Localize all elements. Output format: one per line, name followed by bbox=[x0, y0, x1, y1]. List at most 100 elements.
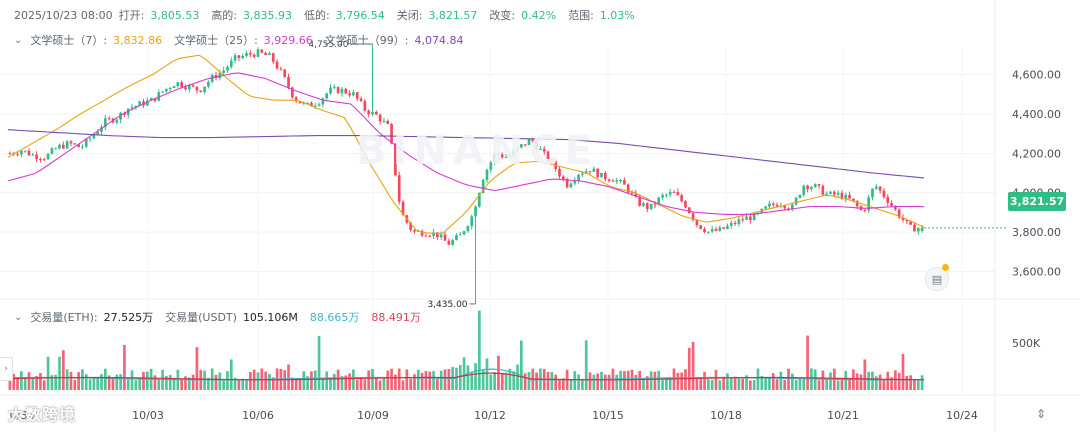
ma-legend[interactable]: ⌄ 文学硕士（7）: 3,832.86 文学硕士（25）: 3,929.66 文… bbox=[0, 32, 475, 48]
candle-body bbox=[790, 204, 794, 210]
low-value: 3,796.54 bbox=[335, 8, 385, 22]
expand-panel-button[interactable]: › bbox=[0, 357, 13, 381]
volume-bar bbox=[222, 380, 225, 390]
volume-bar bbox=[157, 379, 161, 390]
candle-body bbox=[775, 204, 779, 207]
auto-scale-icon[interactable]: ⇕ bbox=[1036, 407, 1047, 421]
volume-bar bbox=[783, 379, 787, 390]
candle-body bbox=[233, 55, 237, 61]
volume-legend[interactable]: ⌄ 交易量(ETH): 27.525万 交易量(USDT) 105.106M 8… bbox=[0, 309, 433, 325]
candle-body bbox=[409, 222, 412, 231]
candle-body bbox=[710, 229, 714, 232]
volume-bar bbox=[298, 378, 302, 390]
candle-body bbox=[687, 207, 691, 214]
volume-bar bbox=[344, 375, 348, 390]
candle-body bbox=[649, 203, 653, 210]
volume-bar bbox=[817, 380, 821, 390]
volume-bar bbox=[607, 374, 611, 390]
volume-bar bbox=[386, 370, 390, 390]
ohlc-header: 2025/10/23 08:00 打开: 3,805.53 高的: 3,835.… bbox=[0, 7, 647, 23]
volume-bar bbox=[332, 373, 336, 390]
candle-body bbox=[897, 209, 901, 218]
volume-bar bbox=[668, 379, 672, 390]
candle-body bbox=[371, 111, 374, 115]
close-value: 3,821.57 bbox=[428, 8, 478, 22]
candle-body bbox=[69, 141, 73, 144]
volume-bar bbox=[458, 365, 462, 390]
candle-body bbox=[245, 53, 248, 56]
open-value: 3,805.53 bbox=[150, 8, 200, 22]
candle-body bbox=[630, 192, 634, 194]
volume-bar bbox=[790, 373, 794, 390]
volume-bar bbox=[596, 373, 600, 390]
volume-bar bbox=[859, 374, 863, 390]
candle-body bbox=[195, 86, 199, 91]
volume-bar bbox=[439, 370, 443, 390]
candle-body bbox=[577, 174, 580, 181]
volume-bar bbox=[187, 377, 191, 390]
volume-bar bbox=[428, 371, 432, 390]
candle-body bbox=[31, 154, 35, 156]
candle-body bbox=[481, 179, 485, 193]
volume-bar bbox=[123, 344, 126, 390]
candle-body bbox=[581, 173, 584, 175]
volume-bar bbox=[237, 379, 241, 390]
volume-bar bbox=[871, 371, 874, 390]
low-label: 低的: bbox=[304, 9, 330, 22]
candle-body bbox=[607, 179, 611, 181]
candle-body bbox=[729, 222, 733, 226]
candle-body bbox=[329, 87, 332, 94]
candle-body bbox=[367, 110, 371, 115]
candle-body bbox=[783, 205, 787, 209]
range-label: 范围: bbox=[568, 9, 594, 22]
candle-body bbox=[39, 158, 42, 160]
candle-body bbox=[523, 144, 527, 146]
chevron-down-icon[interactable]: ⌄ bbox=[14, 311, 23, 323]
volume-bar bbox=[710, 379, 714, 390]
notification-dot bbox=[942, 264, 949, 271]
volume-bar bbox=[676, 372, 680, 390]
volume-bar bbox=[588, 372, 592, 390]
volume-bar bbox=[718, 380, 722, 390]
candle-body bbox=[535, 141, 538, 150]
price-tick-label: 3,800.00 bbox=[1012, 226, 1061, 239]
chevron-down-icon[interactable]: ⌄ bbox=[14, 34, 23, 46]
candle-body bbox=[611, 180, 615, 182]
price-tick-label: 4,200.00 bbox=[1012, 147, 1061, 160]
volume-bar bbox=[363, 379, 367, 390]
candle-body bbox=[771, 203, 775, 205]
candle-body bbox=[382, 120, 386, 122]
volume-bar bbox=[787, 368, 790, 390]
time-tick-label: 10/12 bbox=[474, 409, 506, 422]
volume-bar bbox=[310, 371, 313, 390]
candle-body bbox=[588, 171, 592, 173]
time-tick-label: 10/03 bbox=[132, 409, 164, 422]
volume-bar bbox=[779, 371, 783, 390]
ma25-line bbox=[7, 72, 925, 215]
candle-body bbox=[855, 201, 859, 207]
candle-body bbox=[413, 230, 416, 232]
volume-bar bbox=[214, 374, 218, 390]
volume-bar bbox=[436, 378, 439, 390]
candle-body bbox=[42, 159, 46, 161]
candle-body bbox=[88, 138, 92, 140]
candle-body bbox=[203, 86, 206, 92]
candle-body bbox=[634, 193, 638, 197]
calculator-icon[interactable]: ▤ bbox=[925, 267, 949, 291]
volume-bar bbox=[916, 380, 920, 390]
candle-body bbox=[325, 93, 329, 99]
candle-body bbox=[84, 138, 88, 147]
time-tick-label: 10/09 bbox=[357, 409, 389, 422]
candle-body bbox=[397, 175, 401, 202]
volume-bar bbox=[352, 369, 355, 390]
candle-body bbox=[115, 119, 119, 123]
candle-body bbox=[752, 213, 756, 221]
volume-bar bbox=[268, 373, 271, 390]
candle-body bbox=[848, 194, 851, 199]
volume-bar bbox=[882, 379, 886, 390]
candle-body bbox=[458, 234, 462, 236]
volume-bar bbox=[107, 375, 111, 390]
candle-body bbox=[317, 104, 321, 106]
time-tick-label: 10/06 bbox=[242, 409, 274, 422]
